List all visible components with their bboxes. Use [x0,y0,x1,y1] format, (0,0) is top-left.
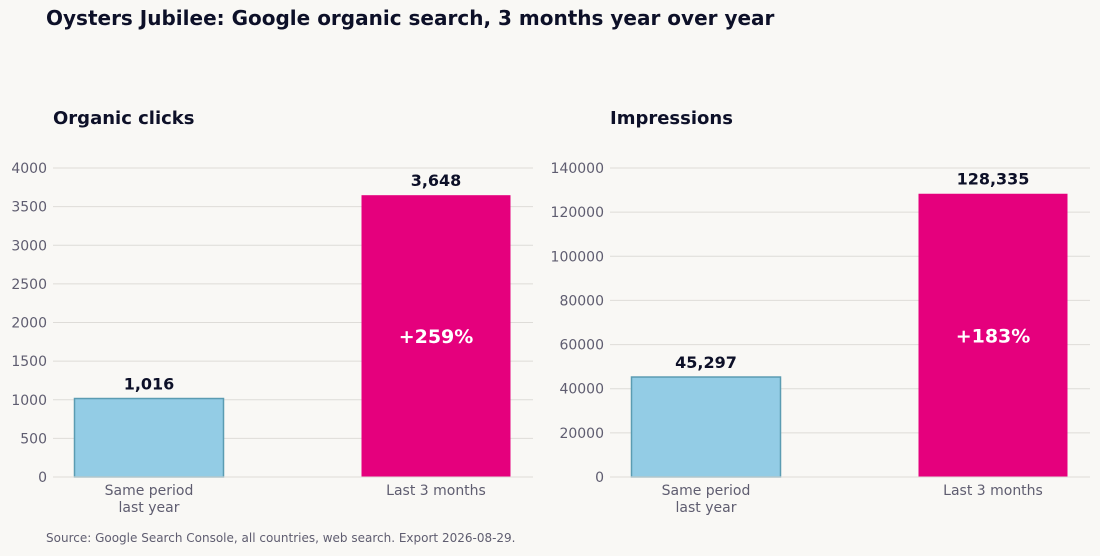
clicks-y-tick-label: 0 [38,470,47,486]
clicks-x-tick-label: last year [119,500,180,516]
clicks-x-tick-label: Same period [105,483,194,499]
impressions-change-label: +183% [956,325,1031,347]
impressions-y-tick-label: 80000 [559,293,604,309]
clicks-y-tick-label: 3000 [11,238,47,254]
clicks-x-tick-label: Last 3 months [386,483,486,499]
clicks-y-tick-label: 2000 [11,316,47,332]
impressions-y-tick-label: 60000 [559,338,604,354]
page-title: Oysters Jubilee: Google organic search, … [46,6,775,30]
impressions-bar-last-year [630,376,782,478]
clicks-y-tick-label: 4000 [11,161,47,177]
clicks-bar-last-year [73,397,225,478]
impressions-value-label: 128,335 [957,170,1030,189]
impressions-x-tick-label: Same period [662,483,751,499]
impressions-y-tick-label: 0 [595,470,604,486]
impressions-y-tick-label: 140000 [551,161,604,177]
source-note: Source: Google Search Console, all count… [46,531,516,545]
impressions-value-label: 45,297 [675,353,737,372]
clicks-y-tick-label: 500 [20,431,47,447]
clicks-change-label: +259% [399,326,474,348]
impressions-chart-title: Impressions [610,108,733,129]
impressions-x-tick-label: last year [676,500,737,516]
clicks-value-label: 1,016 [124,375,175,394]
impressions-y-tick-label: 40000 [559,382,604,398]
clicks-value-label: 3,648 [411,171,462,190]
impressions-y-tick-label: 100000 [551,249,604,265]
impressions-bar-last-3-months [918,193,1068,477]
clicks-y-tick-label: 1500 [11,354,47,370]
clicks-y-tick-label: 2500 [11,277,47,293]
impressions-y-tick-label: 20000 [559,426,604,442]
clicks-y-tick-label: 3500 [11,200,47,216]
impressions-y-tick-label: 120000 [551,205,604,221]
clicks-y-tick-label: 1000 [11,393,47,409]
clicks-chart-title: Organic clicks [53,108,195,129]
clicks-bar-last-3-months [361,195,511,477]
impressions-x-tick-label: Last 3 months [943,483,1043,499]
